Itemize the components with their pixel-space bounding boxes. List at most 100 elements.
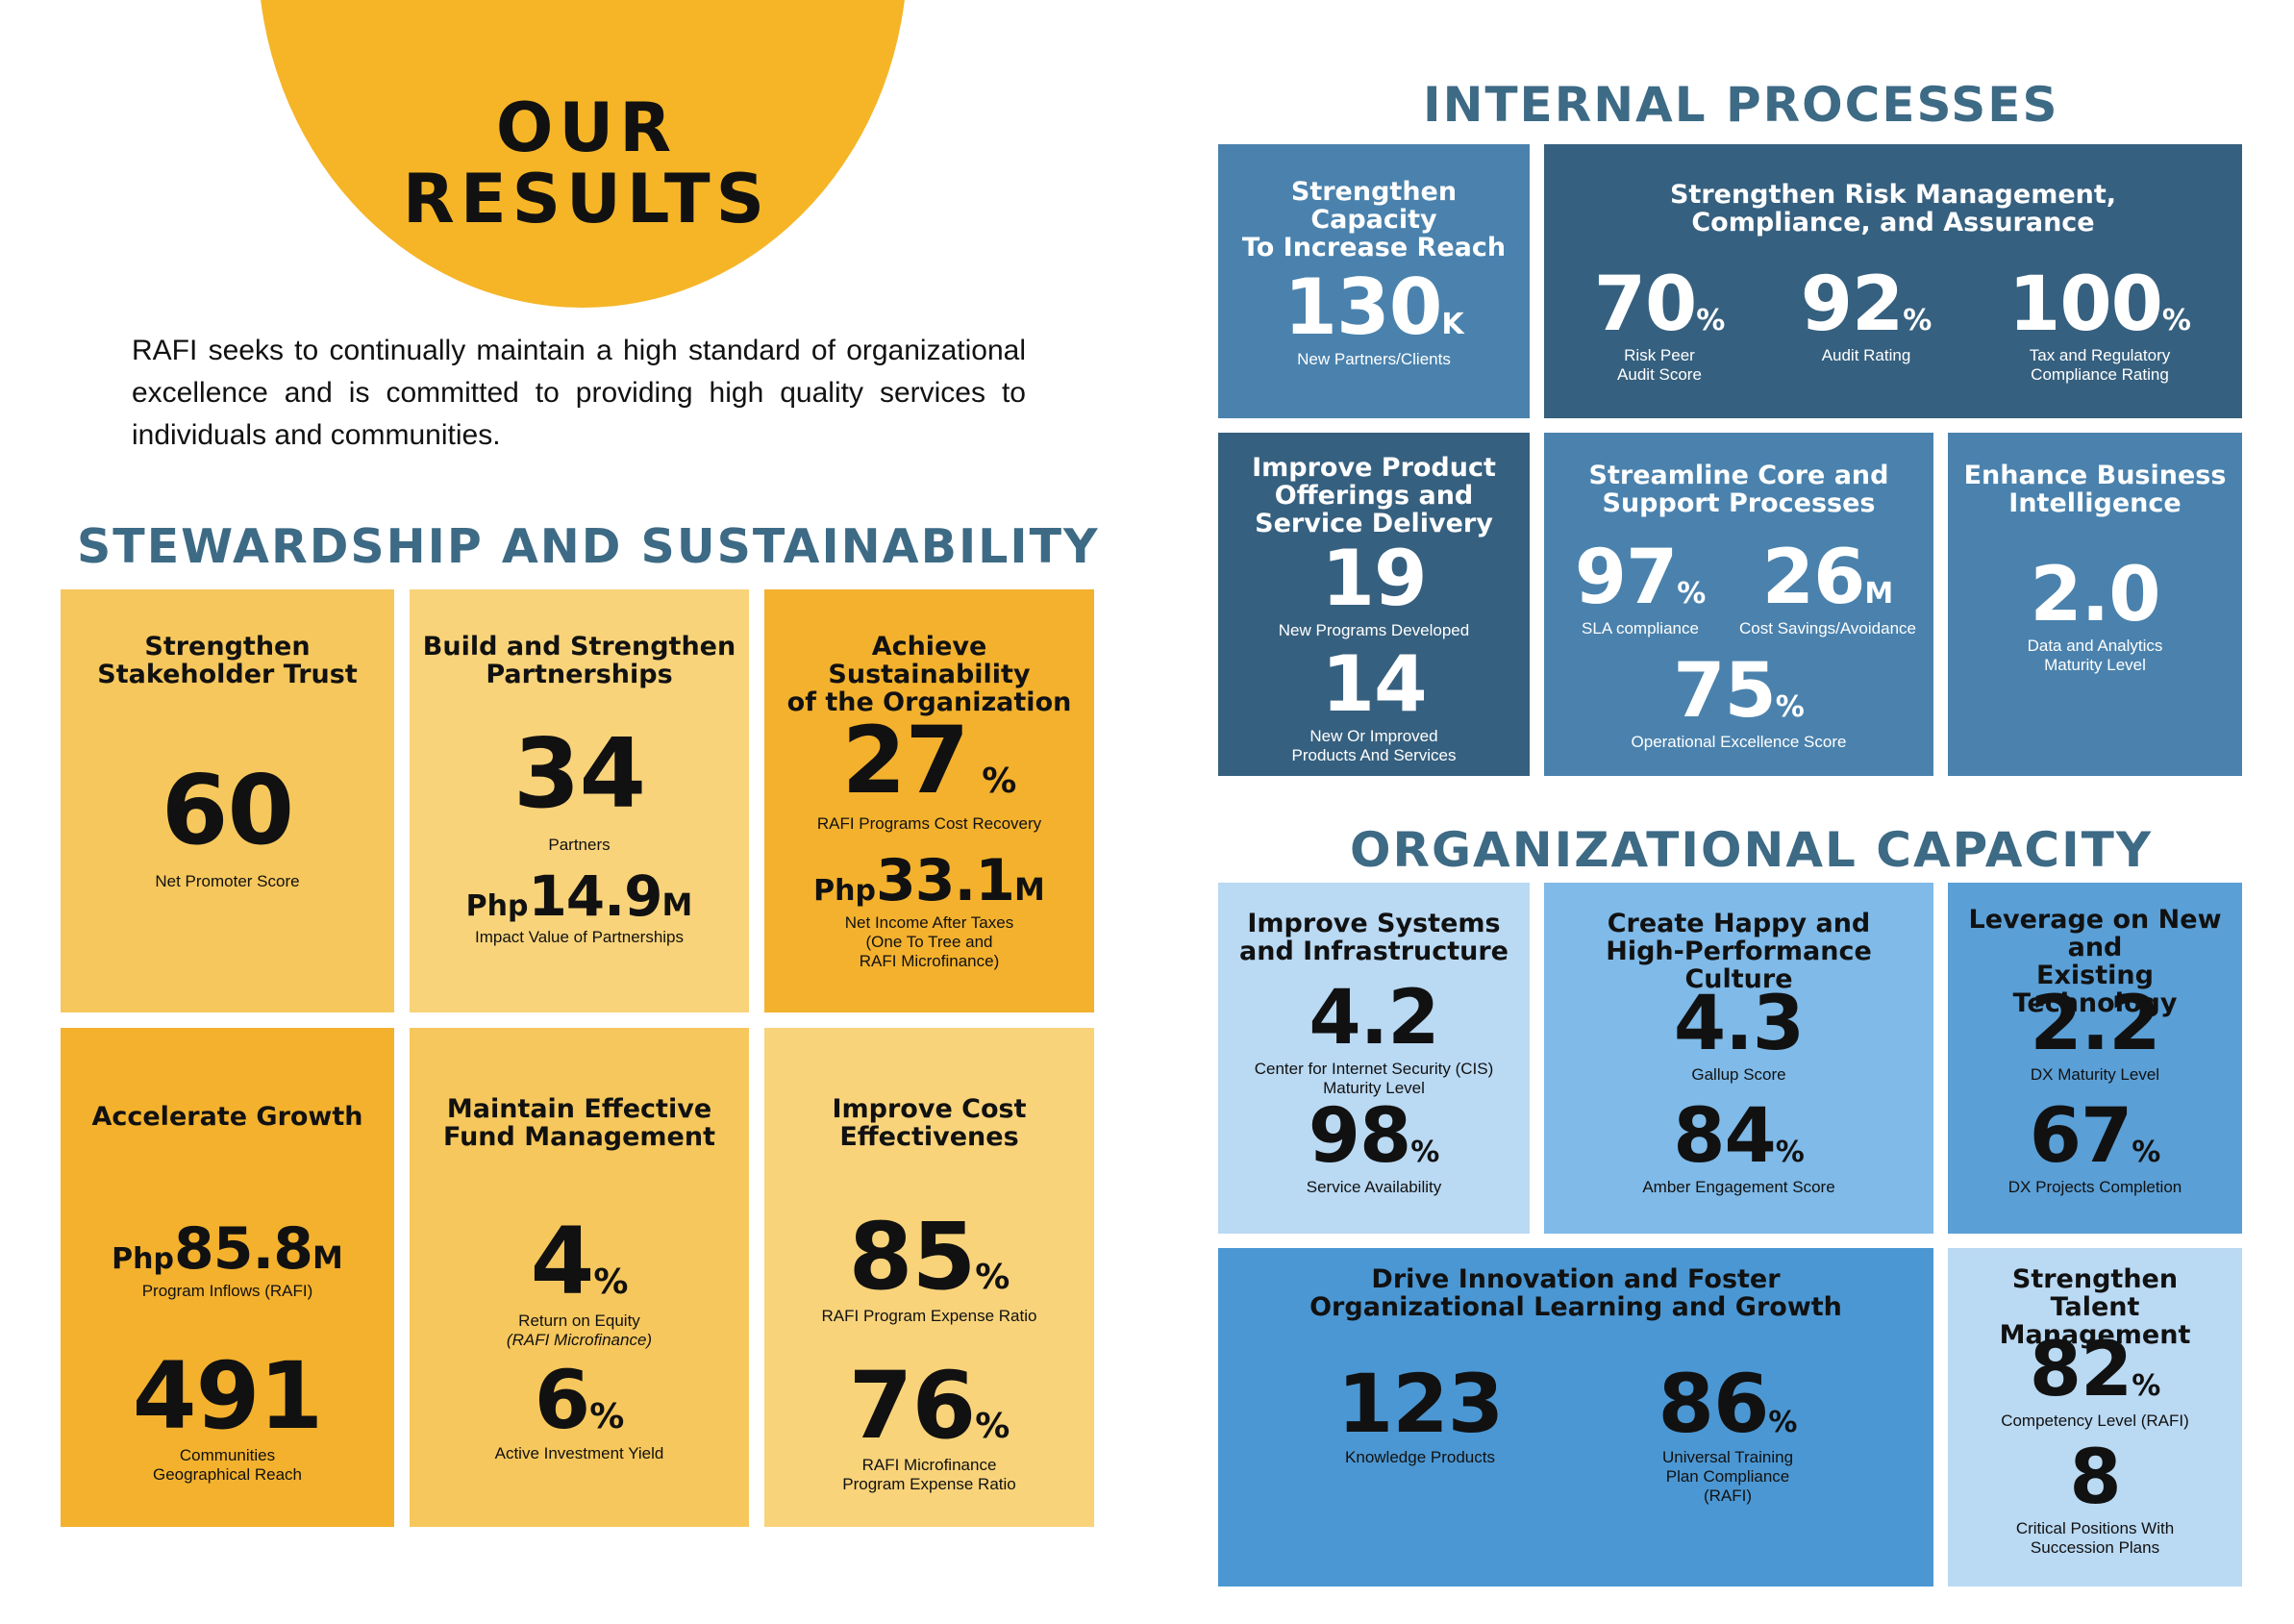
tile-risk-management: Strengthen Risk Management, Compliance, … xyxy=(1544,144,2242,418)
metric-unit: % xyxy=(1696,304,1726,337)
page-title: OUR RESULTS xyxy=(317,92,856,235)
metric-value: 123 xyxy=(1336,1357,1504,1451)
metric-net-income: Php33.1M Net Income After Taxes (One To … xyxy=(764,852,1094,971)
metric-value: 2.2 xyxy=(2030,981,2160,1067)
metric-cis-maturity: 4.2 Center for Internet Security (CIS) M… xyxy=(1218,981,1530,1098)
metric-value: 100 xyxy=(2008,262,2163,348)
metric-unit: % xyxy=(975,1407,1010,1446)
tile-title: Build and Strengthen Partnerships xyxy=(422,632,736,689)
internal-processes-heading: INTERNAL PROCESSES xyxy=(1423,77,2059,133)
metric-value: 34 xyxy=(512,717,646,830)
metric-return-on-equity: 4% Return on Equity (RAFI Microfinance) xyxy=(410,1215,749,1350)
metric-value: 98 xyxy=(1308,1093,1412,1180)
metric-value: 4 xyxy=(530,1208,595,1315)
tile-strengthen-stakeholder-trust: Strengthen Stakeholder Trust 60 Net Prom… xyxy=(61,589,394,1012)
metric-caption: New Programs Developed xyxy=(1278,621,1470,639)
tile-drive-innovation: Drive Innovation and Foster Organization… xyxy=(1218,1248,1933,1587)
metric-impact-value: Php14.9M Impact Value of Partnerships xyxy=(410,868,749,947)
tile-title: Create Happy and High-Performance Cultur… xyxy=(1606,909,1872,994)
metric-value: 130 xyxy=(1284,262,1442,352)
metric-amber-engagement: 84% Amber Engagement Score xyxy=(1544,1099,1933,1197)
page-title-line1: OUR xyxy=(495,88,678,167)
metric-caption: RAFI Program Expense Ratio xyxy=(821,1307,1037,1325)
tile-title: Leverage on New and Existing Technology xyxy=(1968,905,2222,1018)
metric-value: 92 xyxy=(1800,262,1905,348)
metric-caption: Risk Peer Audit Score xyxy=(1617,346,1702,384)
tile-strengthen-capacity: Strengthen Capacity To Increase Reach 13… xyxy=(1218,144,1530,418)
metric-service-availability: 98% Service Availability xyxy=(1218,1099,1530,1197)
metric-caption: Net Promoter Score xyxy=(155,872,300,890)
tile-improve-systems: Improve Systems and Infrastructure 4.2 C… xyxy=(1218,883,1530,1234)
metric-critical-positions: 8 Critical Positions With Succession Pla… xyxy=(1948,1440,2242,1558)
metric-caption: New Partners/Clients xyxy=(1297,350,1451,368)
metric-new-products: 14 New Or Improved Products And Services xyxy=(1218,646,1530,765)
tile-title: Achieve Sustainability of the Organizati… xyxy=(786,632,1072,717)
metric-unit: % xyxy=(593,1262,629,1302)
tile-happy-culture: Create Happy and High-Performance Cultur… xyxy=(1544,883,1933,1234)
metric-program-inflows: Php85.8M Program Inflows (RAFI) xyxy=(61,1220,394,1301)
intro-paragraph: RAFI seeks to continually maintain a hig… xyxy=(132,335,1026,451)
metric-value: 85 xyxy=(848,1203,977,1311)
metric-dx-maturity: 2.2 DX Maturity Level xyxy=(1948,987,2242,1085)
metric-caption: Impact Value of Partnerships xyxy=(474,928,684,946)
metric-value: 8 xyxy=(2069,1435,2121,1521)
metric-caption: DX Maturity Level xyxy=(2030,1065,2160,1084)
tile-streamline-processes: Streamline Core and Support Processes 97… xyxy=(1544,433,1933,776)
metric-unit: % xyxy=(2161,304,2191,337)
metric-unit: % xyxy=(1677,577,1707,611)
metric-prefix: Php xyxy=(465,889,529,923)
metric-value: 491 xyxy=(132,1342,323,1450)
metric-prefix: Php xyxy=(112,1242,174,1276)
metric-unit: M xyxy=(312,1239,343,1276)
metric-caption: Program Inflows (RAFI) xyxy=(141,1282,313,1300)
metric-competency-level: 82% Competency Level (RAFI) xyxy=(1948,1333,2242,1431)
tile-business-intelligence: Enhance Business Intelligence 2.0 Data a… xyxy=(1948,433,2242,776)
metric-caption: New Or Improved Products And Services xyxy=(1291,727,1457,764)
tile-build-partnerships: Build and Strengthen Partnerships 34 Par… xyxy=(410,589,749,1012)
tile-title: Strengthen Risk Management, Compliance, … xyxy=(1669,180,2117,237)
metric-caption: Operational Excellence Score xyxy=(1631,733,1847,751)
metric-new-programs: 19 New Programs Developed xyxy=(1218,540,1530,640)
metric-operational-excellence: 75% Operational Excellence Score xyxy=(1544,654,1933,752)
metric-value: 86 xyxy=(1658,1357,1770,1451)
metric-caption-sub: (RAFI Microfinance) xyxy=(506,1331,653,1349)
tile-fund-management: Maintain Effective Fund Management 4% Re… xyxy=(410,1028,749,1527)
metric-caption: Service Availability xyxy=(1306,1178,1442,1196)
metric-caption: Cost Savings/Avoidance xyxy=(1739,619,1916,637)
metric-caption: Partners xyxy=(548,836,611,854)
metric-value: 33.1 xyxy=(875,847,1015,914)
organizational-capacity-heading: ORGANIZATIONAL CAPACITY xyxy=(1350,822,2154,878)
metric-value: 97 xyxy=(1574,535,1679,621)
tile-title: Improve Systems and Infrastructure xyxy=(1239,909,1509,966)
metric-unit: % xyxy=(975,1258,1010,1297)
metric-value: 85.8 xyxy=(173,1215,313,1283)
metric-knowledge-products: 123 Knowledge Products xyxy=(1295,1363,1545,1467)
metric-caption: Communities Geographical Reach xyxy=(153,1446,302,1484)
metric-caption: Tax and Regulatory Compliance Rating xyxy=(2029,346,2171,384)
metric-unit: % xyxy=(589,1397,625,1437)
metric-caption: Center for Internet Security (CIS) Matur… xyxy=(1254,1060,1494,1097)
metric-caption: SLA compliance xyxy=(1582,619,1699,637)
metric-sla-compliance: 97% SLA compliance xyxy=(1554,540,1727,638)
metric-value: 76 xyxy=(848,1352,977,1460)
tile-title: Drive Innovation and Foster Organization… xyxy=(1309,1264,1842,1322)
metric-caption: Competency Level (RAFI) xyxy=(2001,1412,2189,1430)
metric-caption: Amber Engagement Score xyxy=(1642,1178,1835,1196)
metric-caption: Data and Analytics Maturity Level xyxy=(2027,637,2163,674)
tile-title: Improve Cost Effectivenes xyxy=(832,1094,1027,1152)
metric-value: 14.9 xyxy=(528,863,662,929)
metric-unit: % xyxy=(2132,1369,2161,1403)
tile-title: Strengthen Talent Management xyxy=(1999,1264,2191,1350)
tile-improve-product-offerings: Improve Product Offerings and Service De… xyxy=(1218,433,1530,776)
metric-risk-peer-audit: 70% Risk Peer Audit Score xyxy=(1563,267,1756,385)
metric-value: 6 xyxy=(534,1353,590,1447)
metric-data-analytics-maturity: 2.0 Data and Analytics Maturity Level xyxy=(1948,558,2242,675)
metric-cost-savings: 26M Cost Savings/Avoidance xyxy=(1732,540,1924,638)
metric-audit-rating: 92% Audit Rating xyxy=(1775,267,1957,365)
tile-cost-effectiveness: Improve Cost Effectivenes 85% RAFI Progr… xyxy=(764,1028,1094,1527)
metric-dx-projects: 67% DX Projects Completion xyxy=(1948,1099,2242,1197)
metric-value: 4.2 xyxy=(1309,975,1439,1062)
metric-new-partners: 130K New Partners/Clients xyxy=(1218,269,1530,369)
metric-caption: RAFI Programs Cost Recovery xyxy=(816,814,1042,833)
tile-talent-management: Strengthen Talent Management 82% Compete… xyxy=(1948,1248,2242,1587)
